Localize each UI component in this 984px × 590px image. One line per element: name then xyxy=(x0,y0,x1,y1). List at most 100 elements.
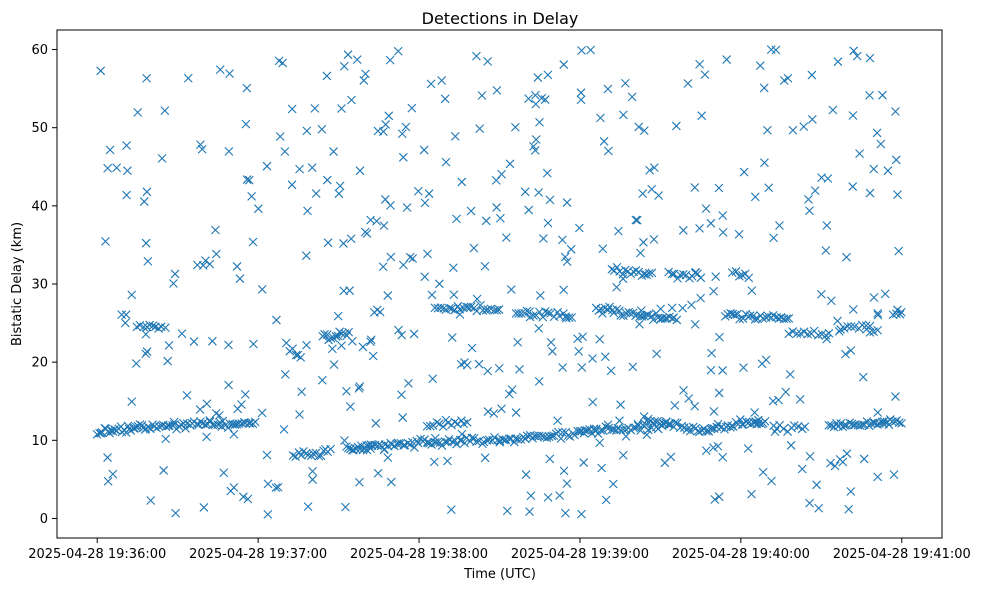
scatter-point xyxy=(679,385,688,395)
scatter-point xyxy=(427,290,437,300)
scatter-point xyxy=(358,342,368,352)
scatter-point xyxy=(603,84,613,94)
scatter-point xyxy=(329,360,339,370)
scatter-point xyxy=(869,293,879,302)
scatter-point xyxy=(588,397,598,407)
scatter-point xyxy=(274,56,284,66)
scatter-point xyxy=(636,248,645,258)
scatter-point xyxy=(524,205,534,215)
scatter-point xyxy=(366,444,375,453)
scatter-point xyxy=(745,311,755,321)
scatter-point xyxy=(398,152,408,162)
scatter-point xyxy=(280,147,290,156)
scatter-point xyxy=(635,311,645,321)
scatter-point xyxy=(475,124,485,134)
scatter-point xyxy=(596,426,606,435)
scatter-point xyxy=(718,366,727,375)
scatter-point xyxy=(588,354,597,363)
scatter-point xyxy=(701,204,711,214)
scatter-point xyxy=(545,195,555,205)
scatter-point xyxy=(531,135,541,144)
scatter-point xyxy=(409,329,419,339)
scatter-point xyxy=(467,343,477,353)
x-tick-label: 2025-04-28 19:36:00 xyxy=(28,547,166,562)
scatter-point xyxy=(547,431,557,441)
scatter-point xyxy=(553,416,563,426)
scatter-point xyxy=(561,508,570,518)
scatter-point xyxy=(287,180,297,190)
scatter-point xyxy=(505,159,515,169)
scatter-point xyxy=(447,333,457,342)
scatter-point xyxy=(122,141,132,150)
scatter-point xyxy=(865,327,875,337)
scatter-point xyxy=(618,274,628,284)
scatter-point xyxy=(466,302,476,312)
y-tick-label: 30 xyxy=(31,278,48,293)
scatter-point xyxy=(524,94,533,104)
scatter-point xyxy=(739,363,748,373)
scatter-point xyxy=(783,73,793,83)
scatter-point xyxy=(181,424,190,433)
scatter-point xyxy=(573,334,582,344)
scatter-point xyxy=(522,431,532,441)
scatter-point xyxy=(159,466,169,475)
scatter-point xyxy=(452,214,461,224)
scatter-point xyxy=(858,372,868,382)
scatter-point xyxy=(495,213,505,223)
scatter-point xyxy=(695,59,705,69)
scatter-point xyxy=(297,387,307,397)
scatter-point xyxy=(273,482,283,492)
scatter-point xyxy=(428,374,438,384)
scatter-point xyxy=(822,334,832,344)
scatter-point xyxy=(865,90,874,100)
scatter-point xyxy=(764,183,774,193)
scatter-point xyxy=(750,192,760,202)
scatter-point xyxy=(467,433,477,443)
scatter-point xyxy=(215,65,225,74)
scatter-point xyxy=(241,119,251,129)
scatter-point xyxy=(361,69,370,79)
scatter-point xyxy=(848,111,858,120)
scatter-point xyxy=(558,363,568,372)
scatter-point xyxy=(164,340,174,350)
scatter-point xyxy=(677,421,687,431)
scatter-point xyxy=(557,235,567,245)
scatter-point xyxy=(784,314,794,323)
scatter-point xyxy=(889,470,899,479)
scatter-point xyxy=(795,395,805,404)
scatter-point xyxy=(141,349,151,359)
scatter-point xyxy=(161,434,171,444)
scatter-point xyxy=(366,335,376,345)
scatter-point xyxy=(371,418,381,428)
scatter-point xyxy=(103,476,113,486)
scatter-point xyxy=(855,149,864,159)
scatter-point xyxy=(891,392,900,401)
scatter-point xyxy=(782,314,792,324)
scatter-point xyxy=(310,103,320,113)
scatter-point xyxy=(633,419,643,429)
scatter-point xyxy=(280,369,290,379)
scatter-point xyxy=(542,433,552,443)
scatter-point xyxy=(634,122,644,132)
scatter-point xyxy=(142,347,152,356)
scatter-point xyxy=(368,351,378,361)
scatter-point xyxy=(322,71,332,81)
scatter-point xyxy=(667,303,677,313)
scatter-point xyxy=(343,443,353,453)
scatter-point xyxy=(601,495,611,505)
scatter-point xyxy=(127,397,137,406)
scatter-point xyxy=(302,126,312,136)
scatter-point xyxy=(378,127,388,136)
x-axis-label: Time (UTC) xyxy=(463,567,536,582)
scatter-point xyxy=(295,164,304,174)
scatter-point xyxy=(346,402,355,412)
scatter-point xyxy=(326,333,336,343)
scatter-point xyxy=(869,164,879,174)
scatter-point xyxy=(505,434,514,444)
scatter-point xyxy=(540,307,550,316)
scatter-point xyxy=(329,147,338,156)
scatter-point xyxy=(580,426,590,435)
scatter-point xyxy=(253,204,263,214)
scatter-point xyxy=(775,221,784,230)
scatter-point xyxy=(491,176,501,185)
